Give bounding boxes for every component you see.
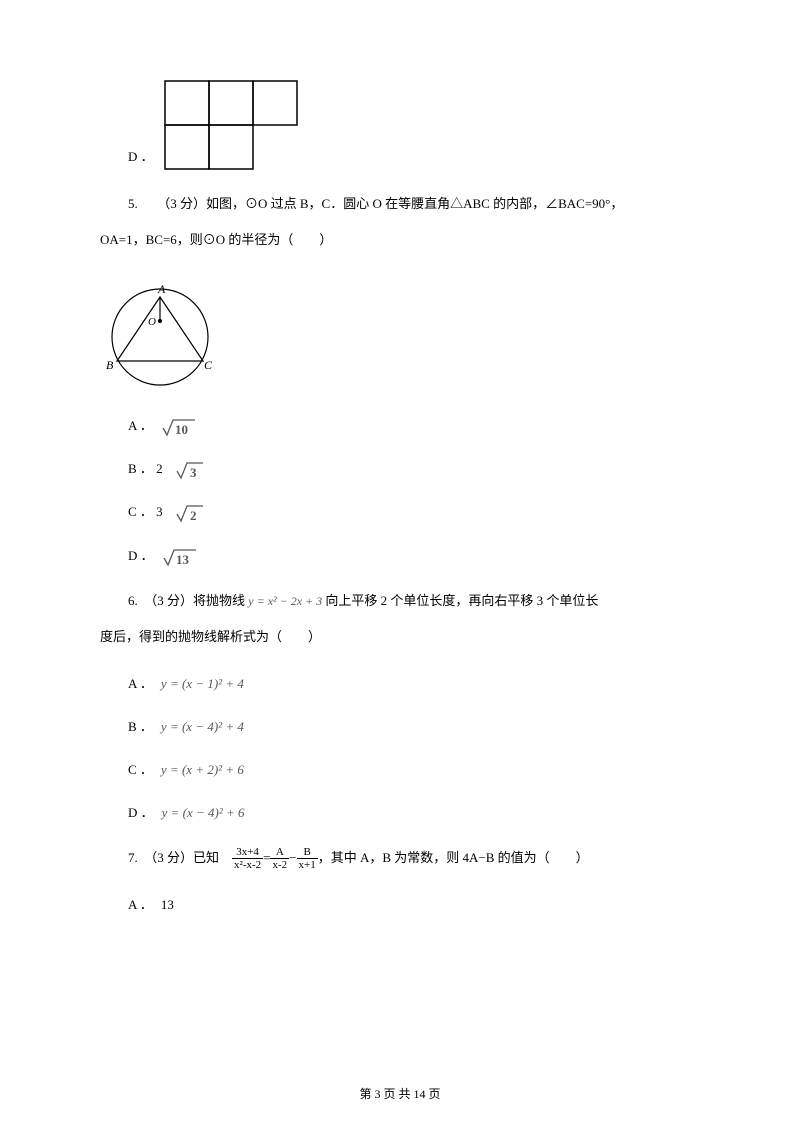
q6-option-d: D ． y = (x − 4)² + 6 [100,797,700,828]
q7-line1a: 7. （3 分）已知 [128,840,232,876]
q5-optD-label: D ． [128,540,154,571]
q7-line1b: ，其中 A，B 为常数，则 4A−B 的值为（ ） [318,840,589,876]
q6-line1a: 6. （3 分）将抛物线 [128,593,248,608]
svg-text:2: 2 [190,508,197,523]
page-footer: 第 3 页 共 14 页 [0,1085,800,1102]
q7-fracB: B x+1 [297,846,318,871]
option-d-figure-row: D ． [128,80,700,176]
q6-optC-eq: y = (x + 2)² + 6 [161,754,244,785]
q6-optB-label: B ． [128,711,153,742]
svg-text:10: 10 [175,422,188,437]
q6-optD-label: D ． [128,797,154,828]
q6-optD-eq: y = (x − 4)² + 6 [162,797,245,828]
q6-optA-eq: y = (x − 1)² + 4 [161,668,244,699]
q7-minus: − [289,840,296,876]
q7-optA-label: A ． [128,889,153,920]
sqrt-10-icon: 10 [161,410,197,441]
q5-line1: 5. （3 分）如图，⊙O 过点 B，C．圆心 O 在等腰直角△ABC 的内部，… [128,186,700,222]
label-c: C [204,358,213,372]
q7-option-a: A ． 13 [100,889,700,920]
q5-diagram: A O B C [100,277,700,398]
q5-optB-label: B ． 2 [128,453,163,484]
q5-option-a: A ． 10 [100,410,700,441]
q7-frac1: 3x+4 x²-x-2 [232,846,263,871]
option-d-letter: D ． [128,141,154,172]
svg-text:13: 13 [176,552,190,567]
q6-optB-eq: y = (x − 4)² + 4 [161,711,244,742]
label-a: A [157,282,166,296]
svg-text:3: 3 [190,465,197,480]
q6-line2: 度后，得到的抛物线解析式为（ ） [100,619,700,655]
q6-optA-label: A ． [128,668,153,699]
q5-option-d: D ． 13 [100,540,700,571]
q6-eqn: y = x² − 2x + 3 [248,594,322,608]
q6-option-b: B ． y = (x − 4)² + 4 [100,711,700,742]
q5-option-b: B ． 2 3 [100,453,700,484]
q6-optC-label: C ． [128,754,153,785]
q5-line2: OA=1，BC=6，则⊙O 的半径为（ ） [100,222,700,258]
q6-option-c: C ． y = (x + 2)² + 6 [100,754,700,785]
sqrt-3-icon: 3 [175,453,205,484]
q7-fracA: A x-2 [270,846,289,871]
q6-line1b: 向上平移 2 个单位长度，再向右平移 3 个单位长 [322,593,598,608]
q5-option-c: C ． 3 2 [100,496,700,527]
cube-net-figure [164,80,304,176]
q6-option-a: A ． y = (x − 1)² + 4 [100,668,700,699]
q7-line1: 7. （3 分）已知 3x+4 x²-x-2 = A x-2 − B x+1 ，… [128,840,700,876]
page-content: D ． 5. （3 分）如图，⊙O 过点 B，C．圆心 O 在等腰直角△ABC … [0,0,800,972]
q5-optC-label: C ． 3 [128,496,163,527]
q6-line1: 6. （3 分）将抛物线 y = x² − 2x + 3 向上平移 2 个单位长… [128,583,700,619]
q7-eq: = [263,840,270,876]
label-o: O [148,316,156,328]
sqrt-13-icon: 13 [162,540,198,571]
q5-optA-label: A ． [128,410,153,441]
label-b: B [106,358,114,372]
q7-optA-val: 13 [161,889,174,920]
sqrt-2-icon: 2 [175,496,205,527]
